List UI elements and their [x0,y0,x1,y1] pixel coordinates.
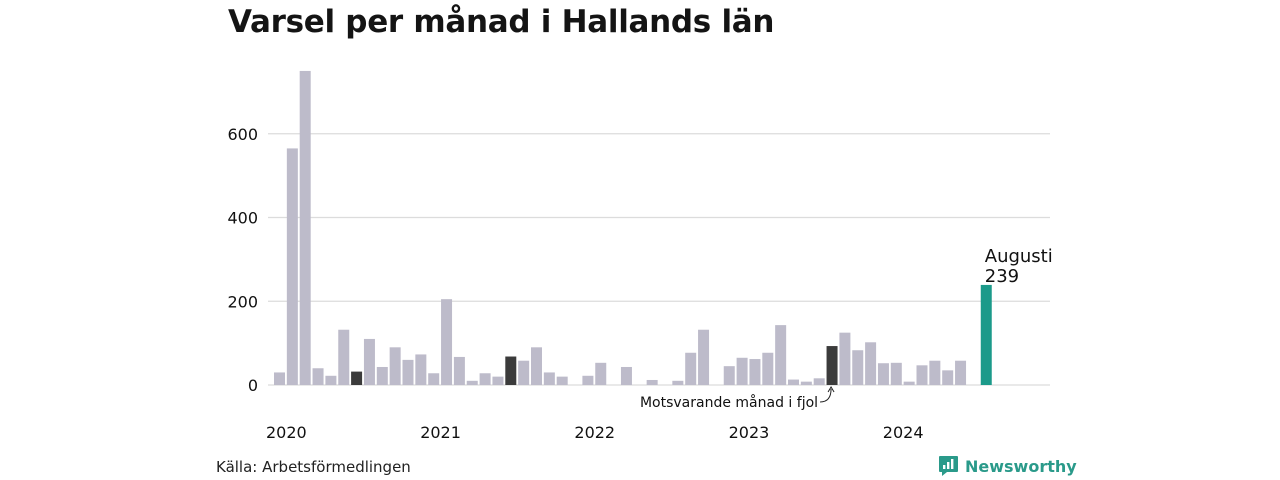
bar-2022-06 [646,379,658,385]
bar-2024-06 [955,360,967,385]
bar-2023-09 [839,332,851,385]
bar-2021-07 [505,356,517,385]
bar-2023-01 [736,357,748,385]
bar-2023-04 [775,325,787,385]
bar-2024-08 [980,284,992,385]
bar-2021-02 [441,299,453,385]
bar-2021-01 [428,373,440,385]
bar-2020-07 [351,371,363,385]
brand-logo: Newsworthy [938,455,1077,477]
bar-2020-01 [274,372,285,385]
bar-2020-02 [286,148,298,385]
bar-2023-02 [749,359,761,385]
x-tick-label: 2024 [883,423,924,442]
bar-2020-10 [389,347,401,385]
y-tick-label: 600 [227,125,258,144]
bar-2021-08 [518,360,530,385]
bar-2022-12 [723,366,735,385]
source-note: Källa: Arbetsförmedlingen [216,458,411,476]
bar-2020-05 [325,375,337,385]
previous-year-label: Motsvarande månad i fjol [640,394,818,411]
bar-2021-11 [556,376,568,386]
newsworthy-logo-icon [939,456,958,476]
bar-2021-04 [466,380,478,385]
bar-2020-11 [402,359,414,386]
x-tick-label: 2020 [266,423,307,442]
bar-2020-09 [376,366,388,385]
bar-2023-08 [826,346,838,385]
x-tick-label: 2021 [420,423,461,442]
bar-2022-01 [582,375,594,385]
bar-2021-10 [543,372,555,385]
bar-2021-06 [492,376,504,386]
grid-lines [268,133,1050,386]
current-month-value: 239 [985,266,1019,287]
bar-2023-11 [865,342,877,385]
bar-2024-04 [929,360,941,385]
bars [274,70,992,386]
bar-2023-03 [762,352,774,385]
bar-2024-02 [903,381,915,385]
bar-2024-01 [890,362,902,385]
bar-2020-06 [338,329,350,385]
annotation-arrowhead [827,386,835,393]
bar-2022-08 [672,380,684,385]
y-tick-label: 0 [248,376,258,395]
y-axis-ticks: 0 200 400 600 [227,125,258,395]
bar-2022-09 [685,352,697,385]
bar-2022-02 [595,362,607,385]
x-axis-ticks: 2020 2021 2022 2023 2024 [266,423,924,442]
x-tick-label: 2022 [574,423,615,442]
bar-2023-12 [877,363,889,385]
bar-2024-03 [916,365,928,385]
bar-2024-05 [942,370,954,385]
bar-2023-06 [800,381,812,385]
bar-2020-08 [363,338,375,385]
bar-2020-12 [415,354,427,385]
bar-2020-03 [299,70,311,385]
x-tick-label: 2023 [729,423,770,442]
current-month-label: Augusti [985,246,1053,267]
bar-2020-04 [312,368,324,385]
brand-name: Newsworthy [965,456,1077,476]
y-tick-label: 200 [227,292,258,311]
bar-2023-10 [852,350,864,385]
bar-2021-09 [531,347,542,385]
bar-2021-03 [453,356,465,385]
bar-2022-04 [620,366,632,385]
annotation-arrow [820,388,832,403]
bar-2022-10 [698,329,710,385]
bar-2021-05 [479,373,491,385]
y-tick-label: 400 [227,209,258,228]
bar-2023-07 [813,378,825,385]
bar-2023-05 [788,379,799,385]
chart-title: Varsel per månad i Hallands län [228,4,775,40]
